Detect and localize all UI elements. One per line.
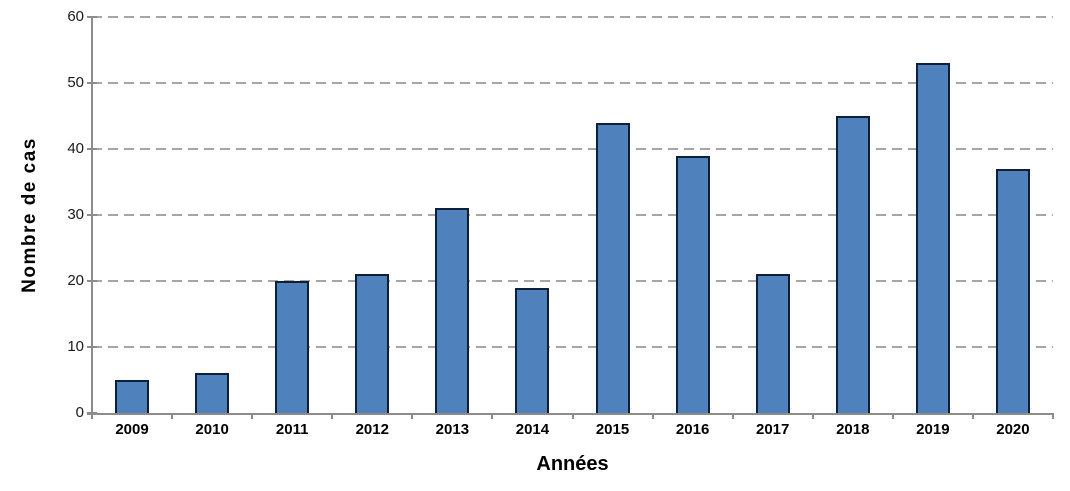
x-tick-label-2010: 2010 xyxy=(195,421,229,438)
x-axis-tick-3 xyxy=(331,413,334,419)
x-axis-tick-6 xyxy=(571,413,574,419)
y-tick-label-30: 30 xyxy=(67,206,84,223)
y-tick-label-50: 50 xyxy=(67,74,84,91)
bar-2019 xyxy=(915,63,950,413)
y-axis-title: Nombre de cas xyxy=(19,137,40,293)
plot-area xyxy=(87,16,1054,419)
x-tick-label-2018: 2018 xyxy=(836,421,870,438)
bar-2016 xyxy=(675,155,710,413)
y-tick-label-40: 40 xyxy=(67,140,84,157)
x-axis-tick-8 xyxy=(731,413,734,419)
x-axis-tick-2 xyxy=(251,413,254,419)
x-tick-label-2016: 2016 xyxy=(675,421,710,438)
gridline-20 xyxy=(92,280,1053,282)
x-axis-tick-0 xyxy=(91,413,93,419)
y-axis-tick-60 xyxy=(87,16,97,18)
x-tick-label-2012: 2012 xyxy=(355,421,389,438)
x-tick-label-2014: 2014 xyxy=(515,421,550,438)
x-tick-label-2017: 2017 xyxy=(756,421,790,438)
x-axis-tick-12 xyxy=(1052,413,1054,419)
y-axis-tick-10 xyxy=(87,346,97,348)
bar-2009 xyxy=(115,380,150,413)
x-axis-tick-4 xyxy=(411,413,414,419)
x-axis-tick-5 xyxy=(491,413,494,419)
bar-2017 xyxy=(755,274,790,413)
y-axis-tick-30 xyxy=(87,214,97,216)
x-tick-label-2020: 2020 xyxy=(996,421,1030,438)
gridline-50 xyxy=(92,82,1053,84)
y-axis-tick-20 xyxy=(87,280,97,282)
gridline-10 xyxy=(92,346,1053,348)
bar-2012 xyxy=(355,274,390,413)
y-axis-tick-50 xyxy=(87,82,97,84)
x-tick-label-2013: 2013 xyxy=(435,421,470,438)
x-tick-label-2015: 2015 xyxy=(595,421,630,438)
x-axis-tick-9 xyxy=(811,413,814,419)
y-tick-label-10: 10 xyxy=(67,338,84,355)
x-axis-title: Années xyxy=(536,453,609,475)
x-tick-label-2019: 2019 xyxy=(916,421,950,438)
y-axis-tick-40 xyxy=(87,148,97,150)
gridline-40 xyxy=(92,148,1053,150)
x-axis-tick-10 xyxy=(891,413,894,419)
bar-2020 xyxy=(995,168,1030,413)
bar-2011 xyxy=(275,281,310,413)
x-axis-line xyxy=(87,413,1053,415)
gridline-60 xyxy=(92,16,1053,18)
y-tick-label-20: 20 xyxy=(67,272,84,289)
y-tick-label-0: 0 xyxy=(75,404,84,421)
bar-2013 xyxy=(435,208,470,413)
x-axis-tick-7 xyxy=(651,413,654,419)
x-tick-label-2011: 2011 xyxy=(275,421,309,438)
bar-2015 xyxy=(595,122,630,413)
x-axis-tick-11 xyxy=(971,413,974,419)
y-tick-label-60: 60 xyxy=(67,8,84,25)
gridline-30 xyxy=(92,214,1053,216)
x-axis-tick-1 xyxy=(171,413,174,419)
x-tick-label-2009: 2009 xyxy=(115,421,149,438)
bar-2014 xyxy=(515,287,550,413)
bar-2010 xyxy=(195,373,230,413)
bar-2018 xyxy=(835,116,870,413)
